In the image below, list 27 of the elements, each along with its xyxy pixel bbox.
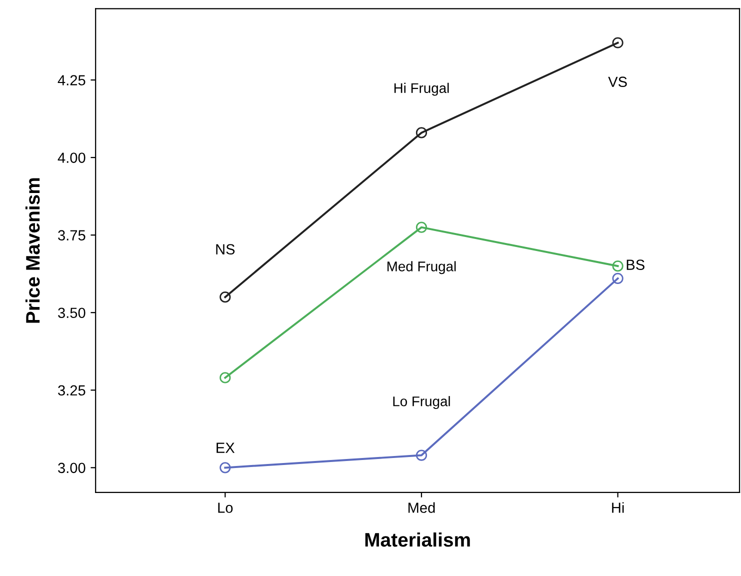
point (612, 37, 624, 48)
series-label: Med Frugal (388, 261, 456, 274)
annotation: VS (608, 76, 627, 87)
annotation: EX (216, 442, 235, 453)
y-tick-label: 4.00 (58, 152, 86, 163)
y-tick-label: 4.25 (58, 75, 86, 86)
x-tick-label: Lo (218, 502, 233, 513)
annotation: BS (626, 260, 644, 270)
annotation: NS (216, 244, 235, 254)
point (612, 272, 624, 284)
point (220, 292, 231, 303)
x-axis-title: Materialism (365, 532, 470, 547)
y-tick-label: 3.25 (58, 385, 86, 396)
point (416, 222, 428, 233)
y-tick-label: 3.00 (58, 462, 86, 474)
y-axis-title: Price Mavenism (25, 178, 40, 323)
y-tick-label: 3.50 (58, 308, 86, 318)
x-tick-label: Med (408, 502, 435, 513)
y-tick-label: 3.75 (58, 230, 86, 240)
x-tick-label: Hi (612, 502, 624, 513)
point (220, 462, 231, 474)
point (220, 372, 231, 384)
point (416, 127, 428, 138)
point (612, 260, 624, 272)
series-label: Lo Frugal (393, 396, 450, 410)
series-label: Hi Frugal (394, 82, 449, 96)
point (416, 450, 428, 461)
